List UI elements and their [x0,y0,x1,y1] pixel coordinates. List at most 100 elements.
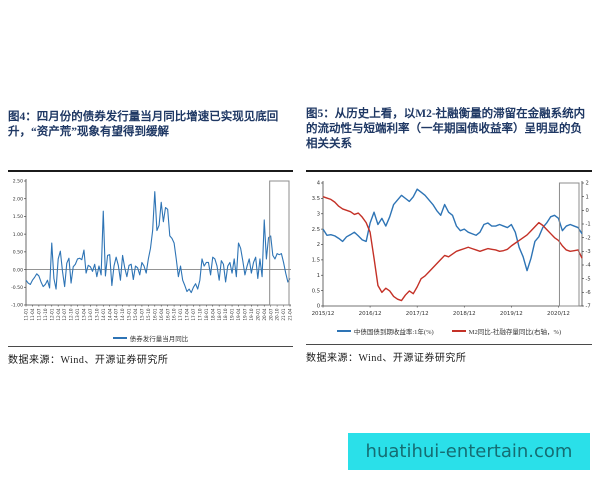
svg-text:14-01: 14-01 [101,308,106,321]
svg-text:16-04: 16-04 [159,308,164,321]
svg-text:16-01: 16-01 [152,308,157,321]
red-line-swatch [451,330,466,332]
svg-text:18-04: 18-04 [210,308,215,321]
svg-text:17-04: 17-04 [185,308,190,321]
figure5-source: 数据来源：Wind、开源证券研究所 [306,353,467,364]
svg-text:14-07: 14-07 [114,308,119,321]
svg-text:21-04: 21-04 [288,308,293,321]
svg-text:-2: -2 [586,235,591,241]
svg-text:18-10: 18-10 [223,308,228,321]
svg-text:0: 0 [317,304,320,310]
svg-text:4: 4 [317,181,321,187]
svg-text:14-10: 14-10 [120,308,125,321]
svg-text:18-07: 18-07 [217,308,222,321]
svg-text:20-04: 20-04 [262,308,267,321]
svg-text:12-04: 12-04 [56,308,61,321]
legend-item: 中债国债到期收益率:1年(%) [336,326,434,336]
svg-text:0: 0 [586,208,589,214]
svg-text:15-07: 15-07 [140,308,145,321]
svg-text:16-07: 16-07 [165,308,170,321]
svg-text:17-07: 17-07 [191,308,196,321]
svg-text:13-10: 13-10 [94,308,99,321]
svg-text:15-10: 15-10 [146,308,151,321]
svg-text:0.00: 0.00 [13,267,23,273]
legend-label: M2同比-社融存量同比(右轴，%) [468,329,562,336]
svg-text:2.5: 2.5 [312,227,320,233]
figure4-caption-rule [8,170,293,172]
figure5-chart: 4 3.5 3 2.5 2 1.5 1 0.5 0 2 1 0 -1 -2 -3 -4 -5 -6 -7 2015/1… [312,181,592,317]
svg-text:18-01: 18-01 [204,308,209,321]
figure5-caption: 图5：从历史上看，以M2-社融衡量的滞留在金融系统内的流动性与短端利率（一年期国… [306,108,586,150]
svg-text:1: 1 [317,273,320,279]
figure5-legend: 中债国债到期收益率:1年(%) M2同比-社融存量同比(右轴，%) [306,326,592,336]
svg-text:14-04: 14-04 [107,308,112,321]
svg-text:21-01: 21-01 [281,308,286,321]
svg-text:11-04: 11-04 [30,308,35,321]
svg-text:1: 1 [586,194,589,200]
figure5-caption-rule [306,170,592,172]
watermark-banner[interactable]: huatihui-entertain.com [348,433,590,470]
svg-text:19-01: 19-01 [230,308,235,321]
figure5-source-rule [306,344,592,345]
svg-text:12-10: 12-10 [69,308,74,321]
svg-text:3: 3 [317,211,320,217]
svg-text:16-10: 16-10 [172,308,177,321]
svg-text:-1: -1 [586,222,591,228]
svg-text:1.00: 1.00 [13,232,23,238]
svg-text:11-07: 11-07 [36,308,41,321]
svg-text:12-01: 12-01 [49,308,54,321]
svg-text:0.5: 0.5 [312,288,320,294]
svg-text:19-04: 19-04 [236,308,241,321]
svg-text:17-01: 17-01 [178,308,183,321]
svg-text:17-10: 17-10 [197,308,202,321]
svg-text:-3: -3 [586,249,591,255]
figure4-legend: 债券发行量当月同比 [8,333,293,343]
svg-text:19-10: 19-10 [249,308,254,321]
svg-text:2020/12: 2020/12 [547,311,570,317]
svg-text:2018/12: 2018/12 [453,311,476,317]
svg-text:2.00: 2.00 [13,196,23,202]
svg-text:2017/12: 2017/12 [406,311,429,317]
legend-item: M2同比-社融存量同比(右轴，%) [451,326,562,336]
blue-line-swatch [112,337,127,339]
legend-label: 债券发行量当月同比 [129,336,189,343]
svg-text:2: 2 [317,242,320,248]
svg-text:12-07: 12-07 [62,308,67,321]
svg-text:-4: -4 [586,263,592,269]
svg-text:-6: -6 [586,290,591,296]
figure5-block: 图5：从历史上看，以M2-社融衡量的滞留在金融系统内的流动性与短端利率（一年期国… [306,107,592,367]
svg-text:20-10: 20-10 [275,308,280,321]
svg-text:-0.50: -0.50 [11,285,23,291]
svg-text:2019/12: 2019/12 [500,311,523,317]
svg-text:2: 2 [586,181,589,187]
legend-label: 中债国债到期收益率:1年(%) [353,329,434,336]
svg-text:-5: -5 [586,276,591,282]
svg-text:-1.00: -1.00 [11,303,23,309]
figure4-caption: 图4：四月份的债券发行量当月同比增速已实现见底回升，“资产荒”现象有望得到缓解 [8,111,279,138]
svg-text:2.50: 2.50 [13,179,23,185]
legend-item: 债券发行量当月同比 [112,333,189,343]
svg-text:1.50: 1.50 [13,214,23,220]
svg-text:13-07: 13-07 [88,308,93,321]
svg-text:11-01: 11-01 [24,308,29,321]
svg-text:3.5: 3.5 [312,196,320,202]
figure4-source: 数据来源：Wind、开源证券研究所 [8,355,169,366]
svg-text:2016/12: 2016/12 [359,311,382,317]
svg-text:13-01: 13-01 [75,308,80,321]
svg-text:15-01: 15-01 [127,308,132,321]
blue-line-swatch [336,330,351,332]
svg-text:15-04: 15-04 [133,308,138,321]
svg-text:13-04: 13-04 [82,308,87,321]
svg-text:0.50: 0.50 [13,250,23,256]
svg-text:2015/12: 2015/12 [312,311,335,317]
svg-text:-7: -7 [586,304,591,310]
svg-text:20-07: 20-07 [268,308,273,321]
figure4-block: 图4：四月份的债券发行量当月同比增速已实现见底回升，“资产荒”现象有望得到缓解 … [8,110,293,370]
svg-text:1.5: 1.5 [312,258,320,264]
svg-text:20-01: 20-01 [255,308,260,321]
svg-text:19-07: 19-07 [243,308,248,321]
figure4-source-rule [8,346,293,347]
svg-text:11-10: 11-10 [43,308,48,321]
